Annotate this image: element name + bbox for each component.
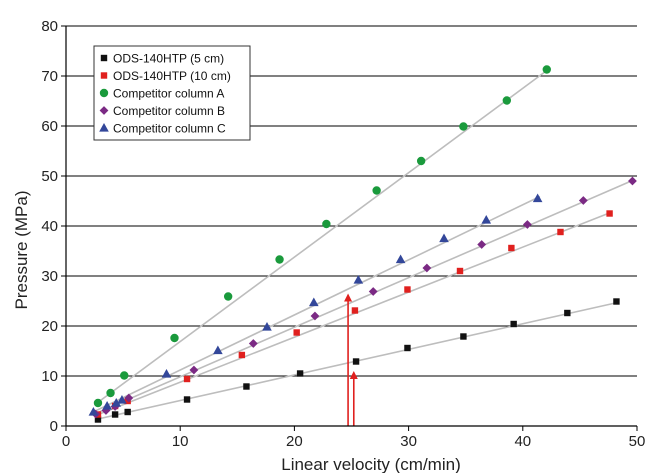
- trend-line: [95, 211, 613, 417]
- data-point-series-1: [183, 396, 191, 403]
- data-point-series-1: [94, 416, 102, 423]
- data-point-series-4: [189, 365, 199, 375]
- data-point-series-1: [460, 333, 467, 340]
- data-point-series-5: [102, 401, 112, 410]
- y-tick-label: 60: [41, 118, 58, 135]
- data-point-series-3: [93, 398, 103, 408]
- data-point-series-4: [310, 311, 320, 321]
- data-point-series-2: [557, 228, 564, 236]
- y-tick-label: 50: [41, 168, 58, 185]
- y-tick-label: 70: [41, 68, 58, 85]
- data-point-series-3: [170, 333, 179, 343]
- legend-marker: [99, 123, 109, 132]
- data-point-series-4: [522, 220, 532, 229]
- legend-label: ODS-140HTP (5 cm): [113, 52, 224, 66]
- data-point-series-1: [243, 383, 250, 390]
- data-point-series-2: [183, 375, 191, 383]
- legend-marker: [100, 72, 108, 79]
- data-point-series-2: [351, 307, 359, 314]
- data-point-series-5: [88, 407, 99, 416]
- data-point-series-5: [353, 275, 364, 284]
- y-tick-label: 80: [41, 18, 58, 35]
- data-point-series-1: [613, 298, 620, 305]
- data-point-series-2: [238, 351, 246, 359]
- data-point-series-3: [322, 219, 331, 229]
- data-point-series-5: [481, 215, 492, 224]
- legend-marker: [100, 54, 108, 62]
- data-point-series-2: [456, 267, 464, 275]
- axes: [61, 25, 638, 431]
- data-point-series-3: [542, 65, 551, 74]
- data-point-series-3: [502, 96, 512, 105]
- x-tick-label: 10: [172, 433, 189, 450]
- data-point-series-4: [628, 176, 637, 186]
- data-point-series-4: [578, 196, 588, 205]
- data-point-series-5: [395, 254, 406, 264]
- data-point-series-1: [404, 344, 411, 352]
- data-point-series-3: [275, 255, 284, 264]
- y-tick-label: 0: [50, 418, 58, 435]
- legend-box: [93, 45, 251, 141]
- data-point-series-1: [296, 370, 304, 377]
- annotation-arrows: [344, 293, 358, 426]
- x-tick-label: 0: [62, 433, 70, 450]
- data-point-series-5: [213, 345, 223, 355]
- x-tick-label: 50: [629, 433, 646, 450]
- data-point-series-3: [372, 186, 381, 195]
- data-point-series-1: [124, 408, 131, 416]
- data-point-series-5: [532, 193, 543, 203]
- data-point-series-2: [293, 329, 300, 336]
- y-tick-label: 30: [41, 268, 58, 285]
- data-point-series-2: [606, 210, 613, 217]
- data-points: [88, 65, 637, 423]
- y-tick-label: 10: [41, 368, 58, 385]
- data-point-series-1: [564, 309, 571, 317]
- data-point-series-5: [262, 322, 272, 331]
- y-axis-title: Pressure (MPa): [12, 190, 31, 309]
- data-point-series-1: [111, 411, 119, 418]
- data-point-series-4: [101, 406, 111, 415]
- x-tick-label: 40: [514, 433, 531, 450]
- data-point-series-4: [124, 393, 134, 403]
- data-point-series-3: [416, 156, 426, 166]
- data-point-series-2: [404, 286, 411, 293]
- data-point-series-5: [309, 297, 319, 307]
- x-tick-label: 30: [400, 433, 417, 450]
- annotation-arrow-head: [344, 293, 353, 302]
- y-tick-label: 20: [41, 318, 58, 335]
- data-point-series-5: [161, 369, 172, 378]
- data-point-series-1: [510, 320, 517, 328]
- legend-marker: [99, 88, 109, 98]
- data-point-series-3: [223, 292, 233, 301]
- annotation-arrow-head: [349, 371, 358, 379]
- data-point-series-4: [422, 263, 432, 273]
- legend: ODS-140HTP (5 cm) ODS-140HTP (10 cm) Compe…: [93, 45, 251, 141]
- trend-line: [95, 67, 551, 405]
- data-point-series-3: [106, 388, 115, 398]
- legend-marker: [99, 106, 109, 115]
- tick-labels: 0 10 20 30 40 50 0 10 20 30 40 50 60 70 80: [41, 18, 645, 450]
- data-point-series-5: [117, 395, 127, 404]
- data-point-series-5: [111, 398, 122, 407]
- data-point-series-5: [439, 233, 449, 243]
- trend-line: [93, 178, 636, 416]
- data-point-series-4: [477, 240, 487, 249]
- data-point-series-2: [508, 244, 515, 252]
- x-axis-title: Linear velocity (cm/min): [281, 455, 461, 473]
- legend-label: ODS-140HTP (10 cm): [113, 69, 231, 83]
- x-tick-label: 20: [286, 433, 303, 450]
- legend-label: Competitor column A: [113, 87, 224, 101]
- legend-label: Competitor column C: [113, 122, 226, 136]
- data-point-series-3: [459, 122, 468, 131]
- y-tick-label: 40: [41, 218, 58, 235]
- data-point-series-4: [248, 339, 258, 348]
- data-point-series-4: [368, 287, 378, 296]
- legend-label: Competitor column B: [113, 104, 225, 118]
- data-point-series-1: [352, 358, 360, 365]
- data-point-series-3: [120, 371, 129, 380]
